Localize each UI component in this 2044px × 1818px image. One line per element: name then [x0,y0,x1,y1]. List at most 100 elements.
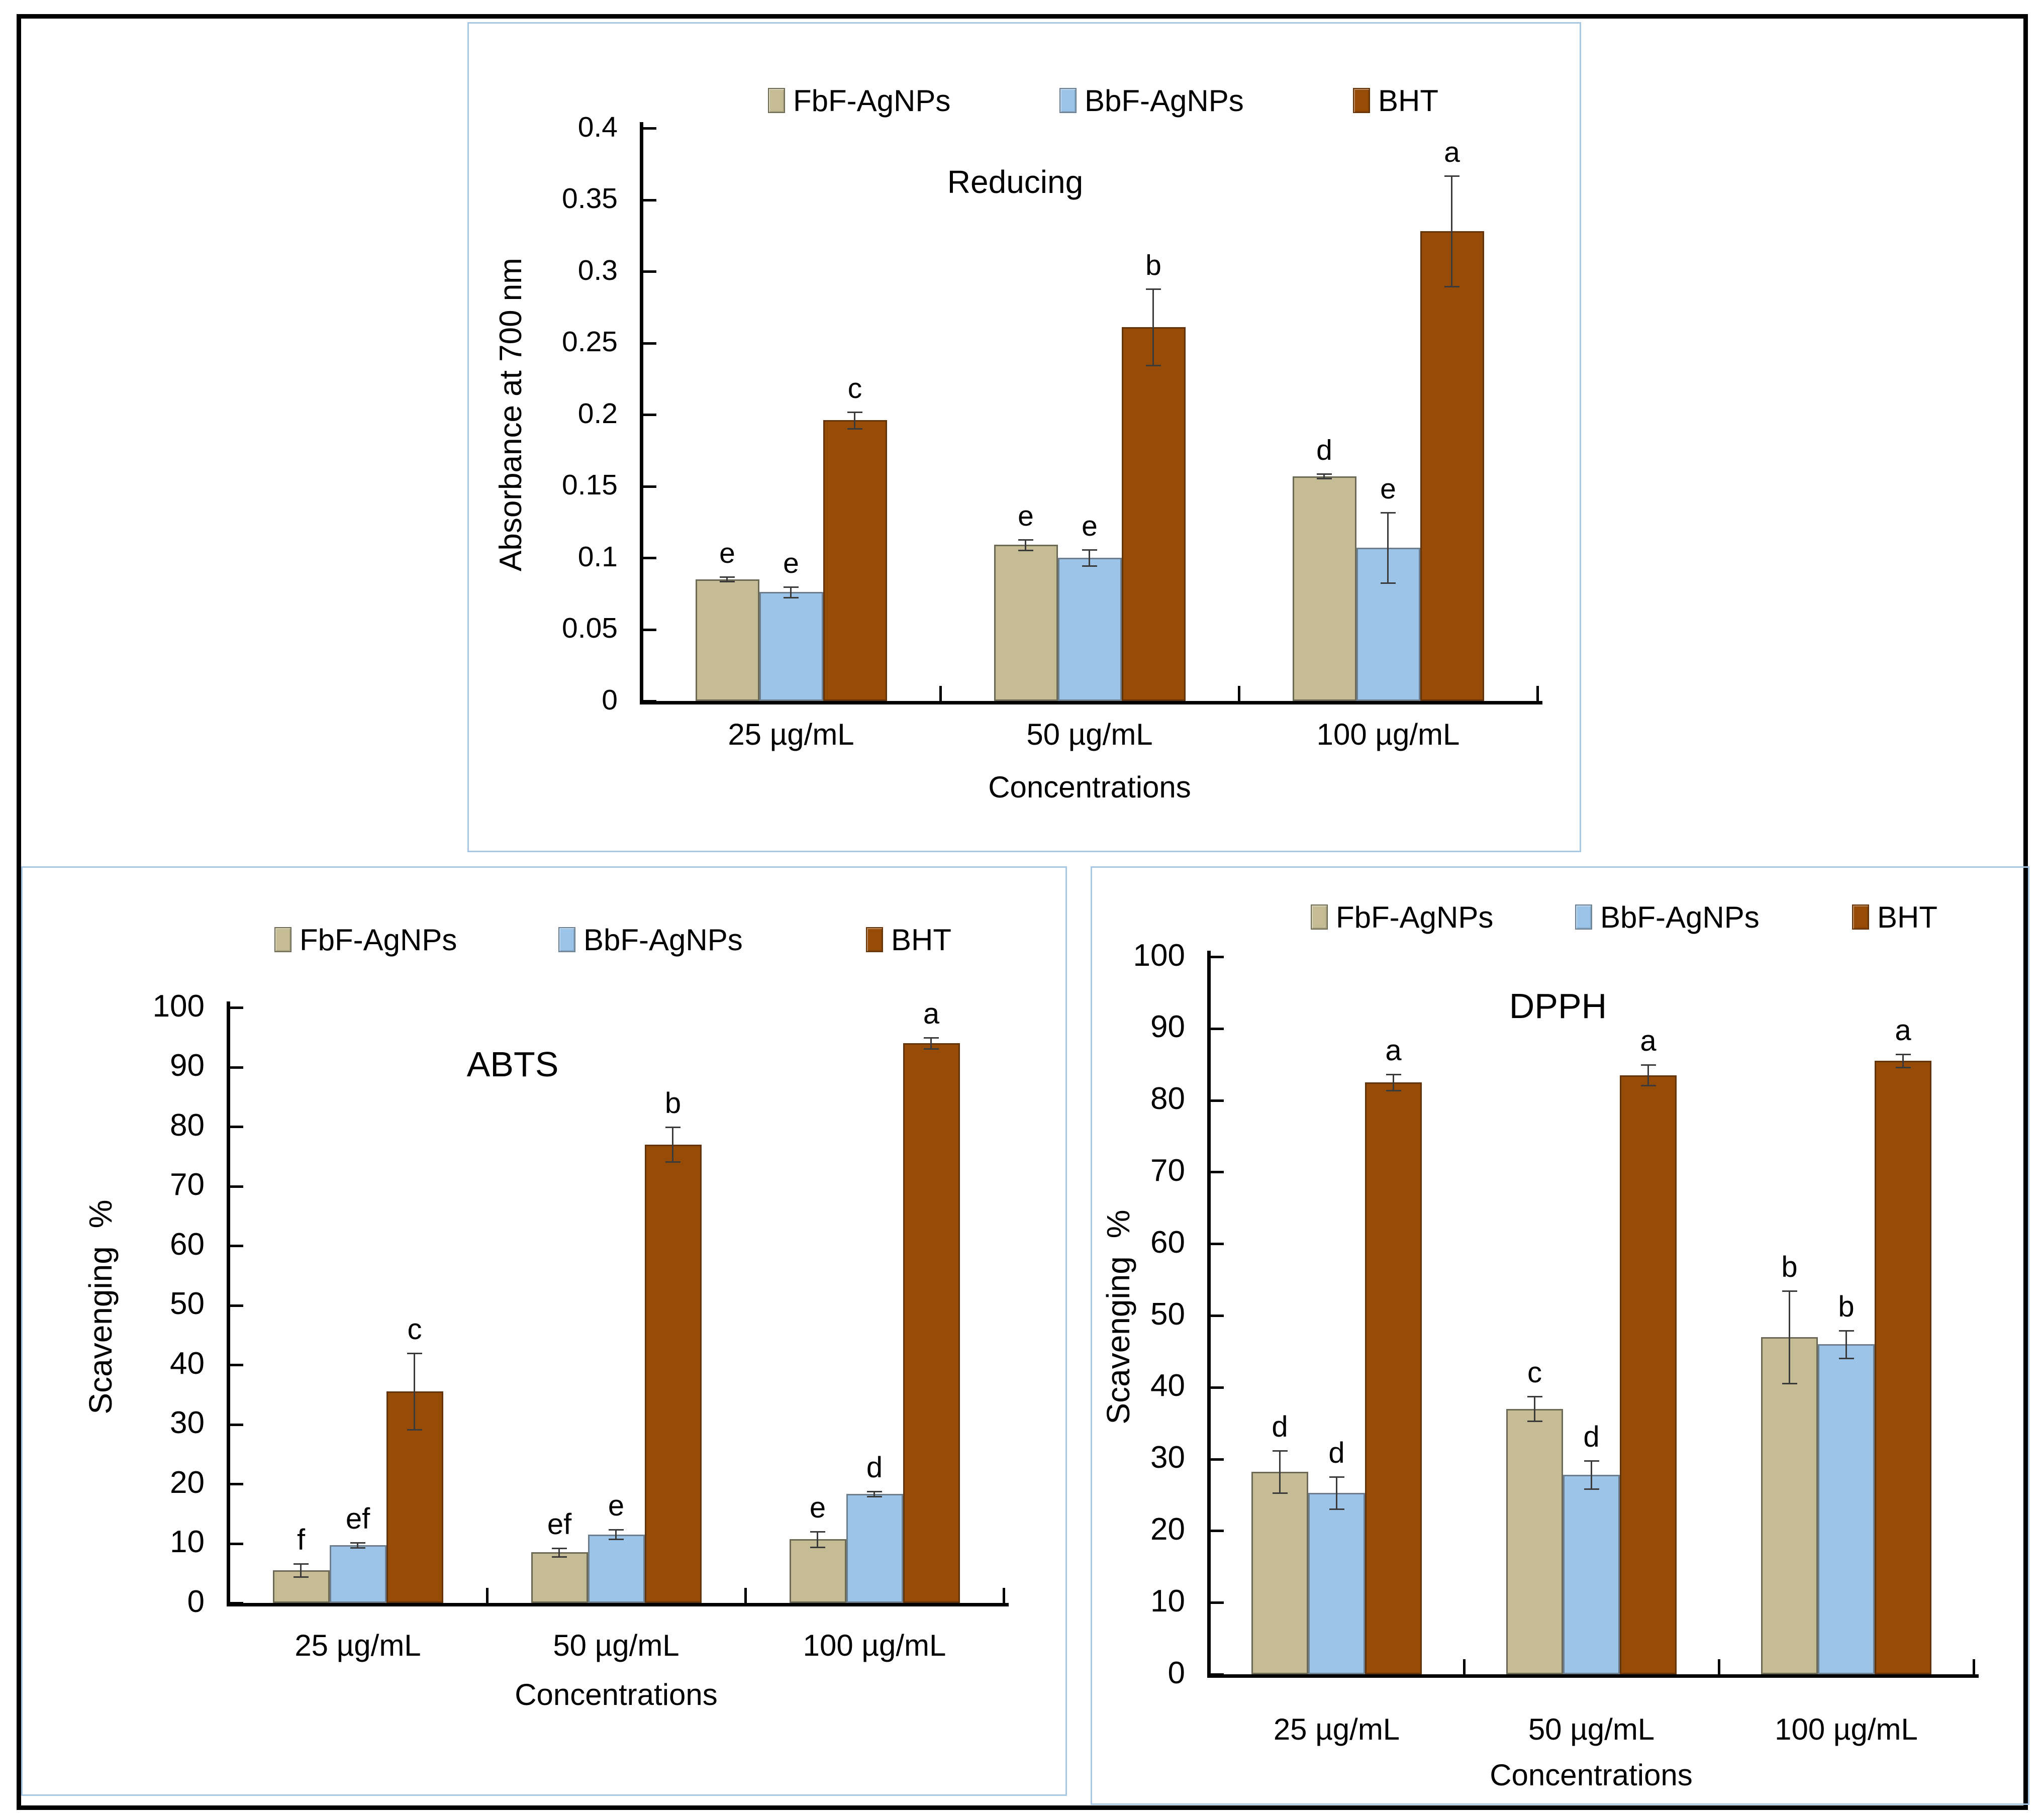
bar-abts-BbF-AgNPs-50 µg/mL [588,1534,645,1603]
abts-error-cap [350,1547,365,1549]
abts-significance-letter: a [923,997,940,1031]
dpph-y-tick-label: 50 [1150,1296,1185,1332]
bar-dpph-BbF-AgNPs-50 µg/mL [1563,1475,1620,1674]
reducing-category-label: 50 µg/mL [1026,718,1153,751]
bar-reducing-BbF-AgNPs-100 µg/mL [1356,548,1420,701]
bar-dpph-FbF-AgNPs-100 µg/mL [1761,1337,1818,1674]
abts-category-label: 50 µg/mL [553,1629,679,1662]
abts-y-tick [230,1304,243,1307]
abts-error-cap [810,1531,825,1533]
dpph-error-cap [1272,1450,1288,1452]
abts-error-bar [357,1542,358,1548]
abts-significance-letter: ef [547,1507,572,1541]
abts-significance-letter: e [608,1489,625,1523]
abts-error-bar [672,1127,673,1163]
dpph-y-tick [1211,1386,1224,1389]
dpph-category-label: 50 µg/mL [1528,1712,1655,1746]
reducing-category-label: 100 µg/mL [1316,718,1460,751]
abts-y-tick [230,1542,243,1545]
reducing-error-cap [720,581,735,583]
abts-y-tick-label: 10 [170,1525,205,1560]
bar-dpph-FbF-AgNPs-50 µg/mL [1506,1408,1563,1674]
abts-y-tick-label: 30 [170,1405,205,1441]
reducing-error-bar [1152,288,1154,366]
reducing-category-label: 25 µg/mL [728,718,854,751]
dpph-y-tick-label: 20 [1150,1511,1185,1547]
dpph-error-bar [1590,1460,1592,1489]
legend-item-bht: BHT [1353,84,1438,118]
dpph-y-tick-label: 40 [1150,1368,1185,1403]
abts-error-cap [924,1048,939,1050]
bar-abts-BHT-50 µg/mL [644,1144,702,1603]
reducing-significance-letter: e [783,547,799,579]
legend-item-bbf-agnps: BbF-AgNPs [1059,84,1244,118]
reducing-error-cap [1146,365,1161,367]
abts-significance-letter: c [407,1313,422,1346]
dpph-category-label: 100 µg/mL [1775,1712,1918,1746]
reducing-y-tick [643,700,656,702]
reducing-y-tick [643,198,656,201]
reducing-y-tick-label: 0.2 [577,397,618,430]
abts-y-tick-label: 0 [187,1584,205,1619]
reducing-y-tick [643,414,656,416]
bar-reducing-FbF-AgNPs-25 µg/mL [695,579,759,701]
abts-error-bar [817,1531,818,1548]
abts-category-label: 100 µg/mL [803,1629,946,1662]
abts-error-cap [350,1542,365,1544]
legend-swatch-bht-icon [1852,904,1869,930]
bar-reducing-BHT-50 µg/mL [1121,327,1186,701]
dpph-error-bar [1392,1073,1394,1091]
abts-error-cap [294,1563,309,1565]
dpph-significance-letter: b [1838,1290,1855,1323]
abts-y-tick [230,1126,243,1128]
abts-error-cap [294,1576,309,1578]
reducing-error-cap [784,596,799,598]
reducing-error-bar [854,412,855,429]
abts-y-tick-label: 40 [170,1346,205,1381]
dpph-error-cap [1386,1090,1401,1092]
legend-swatch-fbf-agnps-icon [1311,904,1328,930]
reducing-error-bar [1451,175,1452,287]
reducing-error-bar [1025,539,1026,551]
reducing-y-tick-label: 0.05 [562,612,618,645]
dpph-y-tick-label: 0 [1167,1655,1185,1690]
bar-dpph-BHT-25 µg/mL [1365,1082,1422,1674]
abts-error-cap [867,1491,882,1493]
reducing-y-tick-label: 0.15 [562,469,618,501]
dpph-y-tick-label: 70 [1150,1153,1185,1188]
bar-abts-BbF-AgNPs-100 µg/mL [846,1494,903,1603]
abts-y-tick [230,1364,243,1366]
legend-label: BbF-AgNPs [583,923,743,957]
abts-y-tick-label: 60 [170,1227,205,1262]
dpph-error-bar [1647,1064,1649,1086]
dpph-y-tick [1211,956,1224,958]
reducing-title: Reducing [947,164,1084,200]
legend-swatch-bht-icon [866,927,883,952]
dpph-y-tick [1211,1315,1224,1317]
dpph-error-cap [1527,1421,1542,1423]
abts-significance-letter: e [809,1491,826,1524]
abts-error-bar [873,1491,875,1497]
dpph-error-cap [1838,1357,1854,1359]
reducing-x-tick [1536,686,1539,703]
reducing-y-tick [643,557,656,559]
legend-item-bht: BHT [1852,900,1937,934]
abts-y-tick [230,1423,243,1426]
abts-y-axis [227,1001,230,1606]
legend-label: FbF-AgNPs [1336,900,1494,934]
dpph-x-tick [1718,1659,1720,1676]
dpph-y-tick-label: 80 [1150,1081,1185,1117]
bar-dpph-BHT-100 µg/mL [1875,1061,1931,1674]
dpph-significance-letter: a [1385,1034,1402,1067]
reducing-error-bar [726,576,728,582]
legend-item-fbf-agnps: FbF-AgNPs [768,84,950,118]
abts-category-label: 25 µg/mL [295,1629,421,1662]
reducing-error-bar [1089,549,1090,567]
abts-significance-letter: ef [345,1502,370,1536]
dpph-error-cap [1584,1460,1599,1462]
abts-error-cap [867,1496,882,1498]
bar-reducing-FbF-AgNPs-50 µg/mL [994,545,1058,701]
abts-y-tick [230,1006,243,1009]
dpph-x-axis [1207,1674,1979,1678]
